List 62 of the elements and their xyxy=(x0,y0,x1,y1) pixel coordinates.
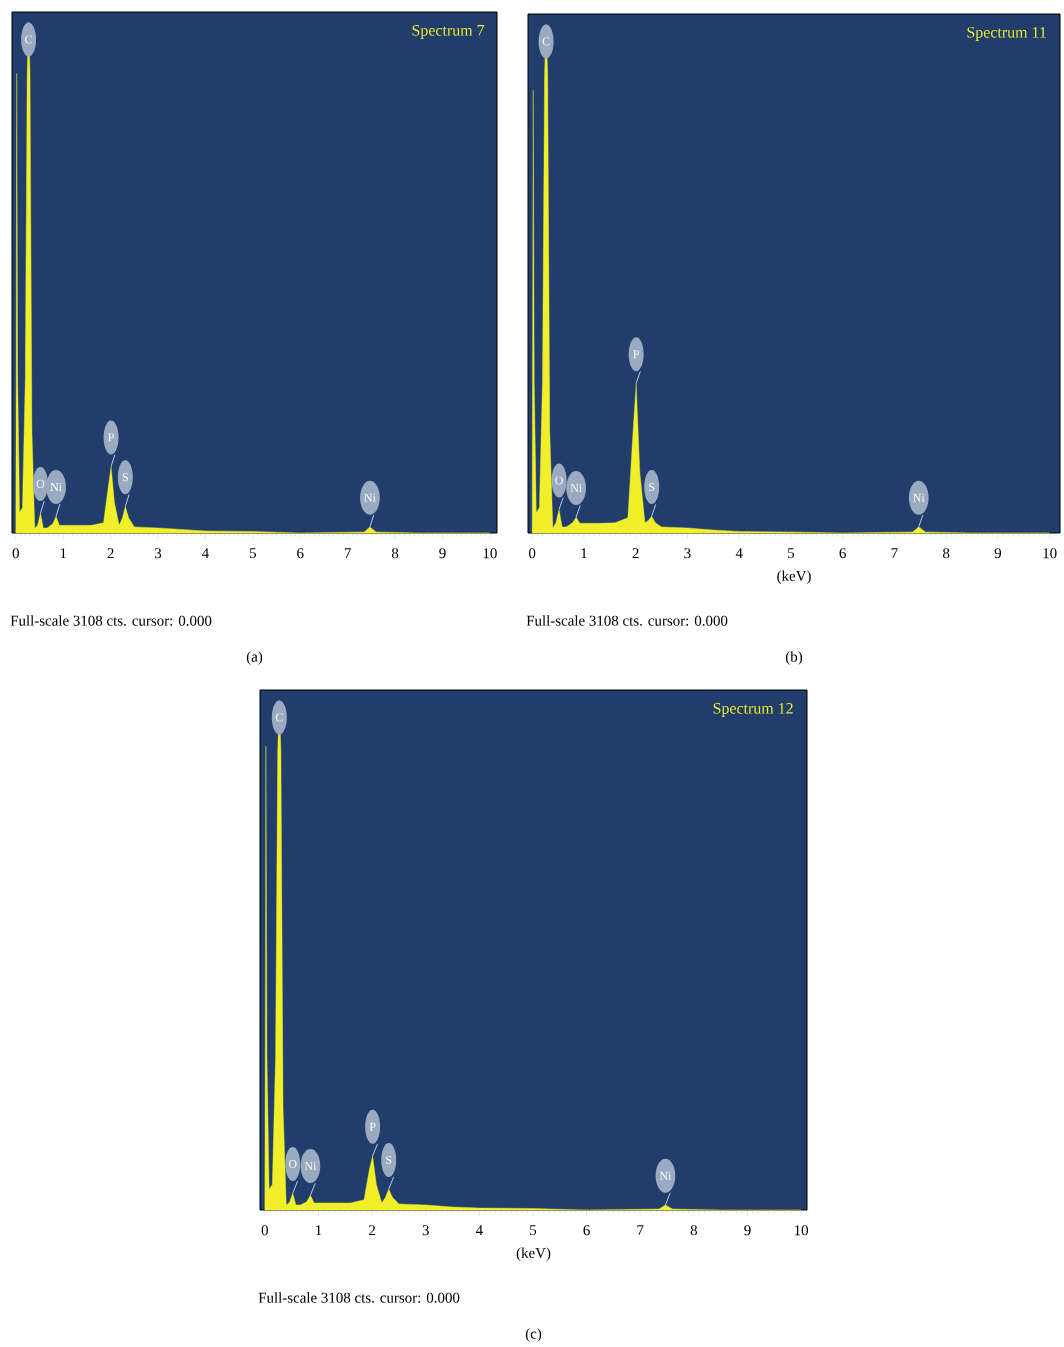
chart-title: Spectrum 11 xyxy=(967,26,1046,41)
text: Full-scale 3108 cts. cursor: 0.000 xyxy=(526,615,728,626)
annotation: Ni xyxy=(913,493,925,502)
annotation: Ni xyxy=(570,484,582,492)
x-tick-label: 10 xyxy=(483,548,497,559)
x-tick-label: 4 xyxy=(735,548,743,559)
annotation: C xyxy=(275,713,283,722)
x-tick-label: 8 xyxy=(391,548,399,559)
x-tick-label: 5 xyxy=(530,1225,537,1236)
x-tick-label: 4 xyxy=(201,548,209,559)
x-axis-title: (keV) xyxy=(777,570,811,584)
annotation: O xyxy=(288,1159,297,1168)
x-tick-label: 10 xyxy=(1043,548,1057,559)
x-tick-label: 3 xyxy=(155,548,162,559)
text: (b) xyxy=(785,651,803,665)
x-tick-label: 2 xyxy=(632,548,639,559)
x-tick-label: 10 xyxy=(794,1225,809,1236)
annotation: Ni xyxy=(50,482,62,491)
x-tick-label: 7 xyxy=(344,548,351,558)
x-tick-label: 4 xyxy=(475,1225,483,1236)
x-tick-label: 9 xyxy=(994,548,1002,559)
annotation: Ni xyxy=(659,1171,672,1180)
x-tick-label: 7 xyxy=(891,548,898,558)
chart-title: Spectrum 12 xyxy=(713,703,793,717)
x-tick-label: 6 xyxy=(583,1225,590,1236)
x-tick-label: 8 xyxy=(942,548,950,559)
annotation: P xyxy=(633,350,640,359)
x-tick-label: 7 xyxy=(637,1225,644,1235)
x-tick-label: 0 xyxy=(261,1225,268,1236)
text: (c) xyxy=(525,1328,542,1342)
x-tick-label: 8 xyxy=(690,1225,698,1236)
x-tick-label: 6 xyxy=(839,548,846,559)
x-tick-label: 3 xyxy=(422,1225,429,1236)
text: Full-scale 3108 cts. cursor: 0.000 xyxy=(10,615,212,626)
x-tick-label: 0 xyxy=(12,548,19,559)
annotation: S xyxy=(386,1155,392,1164)
text: Full-scale 3108 cts. cursor: 0.000 xyxy=(258,1292,460,1303)
annotation: S xyxy=(122,473,128,482)
x-tick-label: 3 xyxy=(684,548,691,559)
annotation: P xyxy=(369,1122,376,1131)
annotation: Ni xyxy=(304,1162,317,1170)
x-tick-label: 5 xyxy=(249,548,256,559)
x-tick-label: 9 xyxy=(744,1225,751,1236)
annotation: O xyxy=(36,479,45,488)
x-tick-label: 6 xyxy=(297,548,304,559)
annotation: C xyxy=(25,35,32,44)
x-axis-title: (keV) xyxy=(516,1247,551,1261)
annotation: P xyxy=(108,433,114,442)
annotation: C xyxy=(542,37,550,46)
x-tick-label: 0 xyxy=(528,548,536,559)
annotation: Ni xyxy=(364,493,376,502)
annotation: O xyxy=(555,476,563,485)
text: (a) xyxy=(246,651,263,665)
x-tick-label: 5 xyxy=(788,548,795,559)
annotation: S xyxy=(649,483,655,492)
chart-title: Spectrum 7 xyxy=(412,25,485,39)
x-tick-label: 1 xyxy=(316,1225,322,1236)
x-tick-label: 2 xyxy=(369,1225,375,1236)
x-tick-label: 1 xyxy=(581,548,587,559)
x-tick-label: 2 xyxy=(107,548,114,559)
x-tick-label: 1 xyxy=(60,548,67,559)
x-tick-label: 9 xyxy=(439,548,446,559)
